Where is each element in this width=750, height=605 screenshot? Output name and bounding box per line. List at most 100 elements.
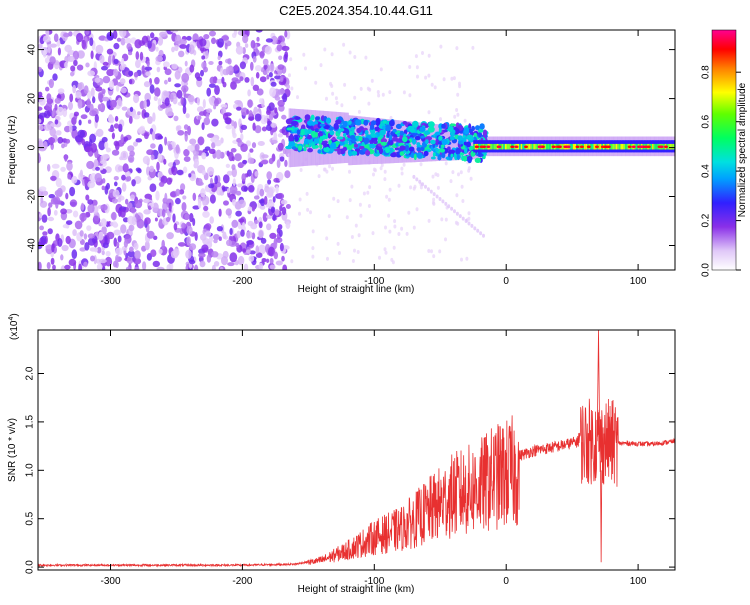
y-tick-label: 1.5 — [25, 415, 36, 429]
heatmap-cell — [528, 143, 531, 150]
heatmap-cell — [184, 213, 190, 221]
heatmap-cell — [123, 239, 128, 248]
heatmap-cell — [329, 130, 335, 136]
heatmap-cell — [157, 171, 163, 178]
heatmap-cell — [113, 58, 119, 65]
heatmap-cell — [61, 244, 69, 252]
heatmap-cell — [420, 135, 426, 139]
heatmap-cell — [38, 153, 41, 163]
heatmap-cell — [373, 168, 377, 173]
heatmap-cell — [229, 185, 238, 195]
heatmap-cell — [60, 254, 64, 261]
heatmap-cell — [90, 50, 94, 60]
heatmap-cell — [277, 133, 284, 138]
heatmap-cell — [444, 217, 448, 222]
heatmap-cell — [248, 255, 255, 262]
heatmap-cell — [646, 145, 651, 149]
heatmap-cell — [387, 197, 391, 202]
heatmap-cell — [364, 55, 368, 60]
heatmap-cell — [231, 219, 239, 228]
heatmap-cell — [610, 143, 613, 150]
heatmap-cell — [215, 149, 222, 160]
heatmap-cell — [101, 96, 110, 102]
heatmap-cell — [444, 237, 447, 242]
heatmap-cell — [170, 250, 179, 259]
heatmap-cell — [622, 143, 624, 150]
heatmap-cell — [260, 160, 269, 165]
heatmap-cell — [250, 76, 255, 87]
heatmap-cell — [650, 143, 653, 150]
heatmap-cell — [392, 245, 396, 250]
heatmap-cell — [285, 118, 293, 125]
x-tick-label: -300 — [100, 276, 120, 287]
heatmap-cell — [256, 88, 264, 96]
heatmap-cell — [380, 138, 388, 143]
heatmap-cell — [122, 163, 129, 173]
heatmap-cell — [122, 182, 127, 192]
heatmap-cell — [415, 65, 419, 70]
heatmap-cell — [51, 243, 55, 253]
heatmap-cell — [203, 117, 211, 126]
heatmap-cell — [254, 171, 259, 177]
heatmap-cell — [100, 204, 108, 211]
heatmap-cell — [254, 113, 262, 122]
heatmap-cell — [288, 134, 294, 142]
heatmap-cell — [281, 45, 290, 52]
heatmap-cell — [416, 122, 419, 162]
heatmap-cell — [70, 71, 75, 77]
heatmap-cell — [277, 224, 283, 230]
heatmap-cell — [303, 109, 306, 166]
heatmap-cell — [39, 112, 47, 118]
heatmap-cell — [163, 91, 170, 97]
heatmap-cell — [101, 266, 106, 270]
heatmap-cell — [258, 262, 264, 270]
heatmap-cell — [479, 145, 484, 149]
heatmap-cell — [327, 214, 331, 219]
heatmap-cell — [399, 130, 405, 136]
heatmap-cell — [38, 140, 44, 149]
heatmap-cell — [474, 157, 482, 163]
heatmap-cell — [330, 52, 334, 57]
heatmap-cell — [71, 249, 78, 260]
snr-series-line — [38, 330, 675, 568]
heatmap-cell — [328, 164, 332, 169]
heatmap-cell — [264, 45, 272, 55]
heatmap-cell — [116, 85, 120, 92]
heatmap-cell — [330, 84, 334, 88]
heatmap-cell — [226, 239, 232, 247]
heatmap-cell — [429, 189, 433, 194]
heatmap-cell — [456, 92, 460, 97]
heatmap-cell — [87, 237, 96, 246]
heatmap-cell — [473, 226, 477, 231]
heatmap-cell — [185, 249, 192, 259]
heatmap-cell — [146, 60, 150, 67]
heatmap-cell — [277, 142, 284, 151]
heatmap-cell — [438, 249, 442, 254]
heatmap-cell — [451, 170, 455, 175]
heatmap-cell — [156, 161, 160, 172]
heatmap-cell — [149, 165, 155, 173]
heatmap-cell — [251, 142, 257, 149]
heatmap-cell — [50, 257, 55, 265]
heatmap-cell — [255, 245, 260, 254]
heatmap-cell — [551, 145, 556, 149]
heatmap-cell — [234, 153, 242, 162]
heatmap-cell — [475, 145, 480, 149]
heatmap-cell — [85, 194, 90, 201]
heatmap-cell — [84, 242, 90, 251]
multiplier-text: (x10 — [9, 320, 20, 340]
heatmap-cell — [124, 37, 132, 44]
heatmap-cell — [250, 61, 254, 71]
heatmap-cell — [38, 118, 42, 124]
heatmap-cell — [255, 30, 263, 33]
heatmap-cell — [265, 214, 273, 219]
heatmap-cell — [62, 108, 68, 118]
heatmap-cell — [47, 43, 51, 54]
heatmap-cell — [164, 79, 168, 85]
heatmap-cell — [403, 129, 408, 135]
heatmap-cell — [325, 117, 332, 124]
heatmap-cell — [383, 169, 387, 174]
heatmap-cell — [174, 83, 182, 88]
heatmap-cell — [87, 119, 92, 124]
heatmap-cell — [172, 213, 176, 223]
